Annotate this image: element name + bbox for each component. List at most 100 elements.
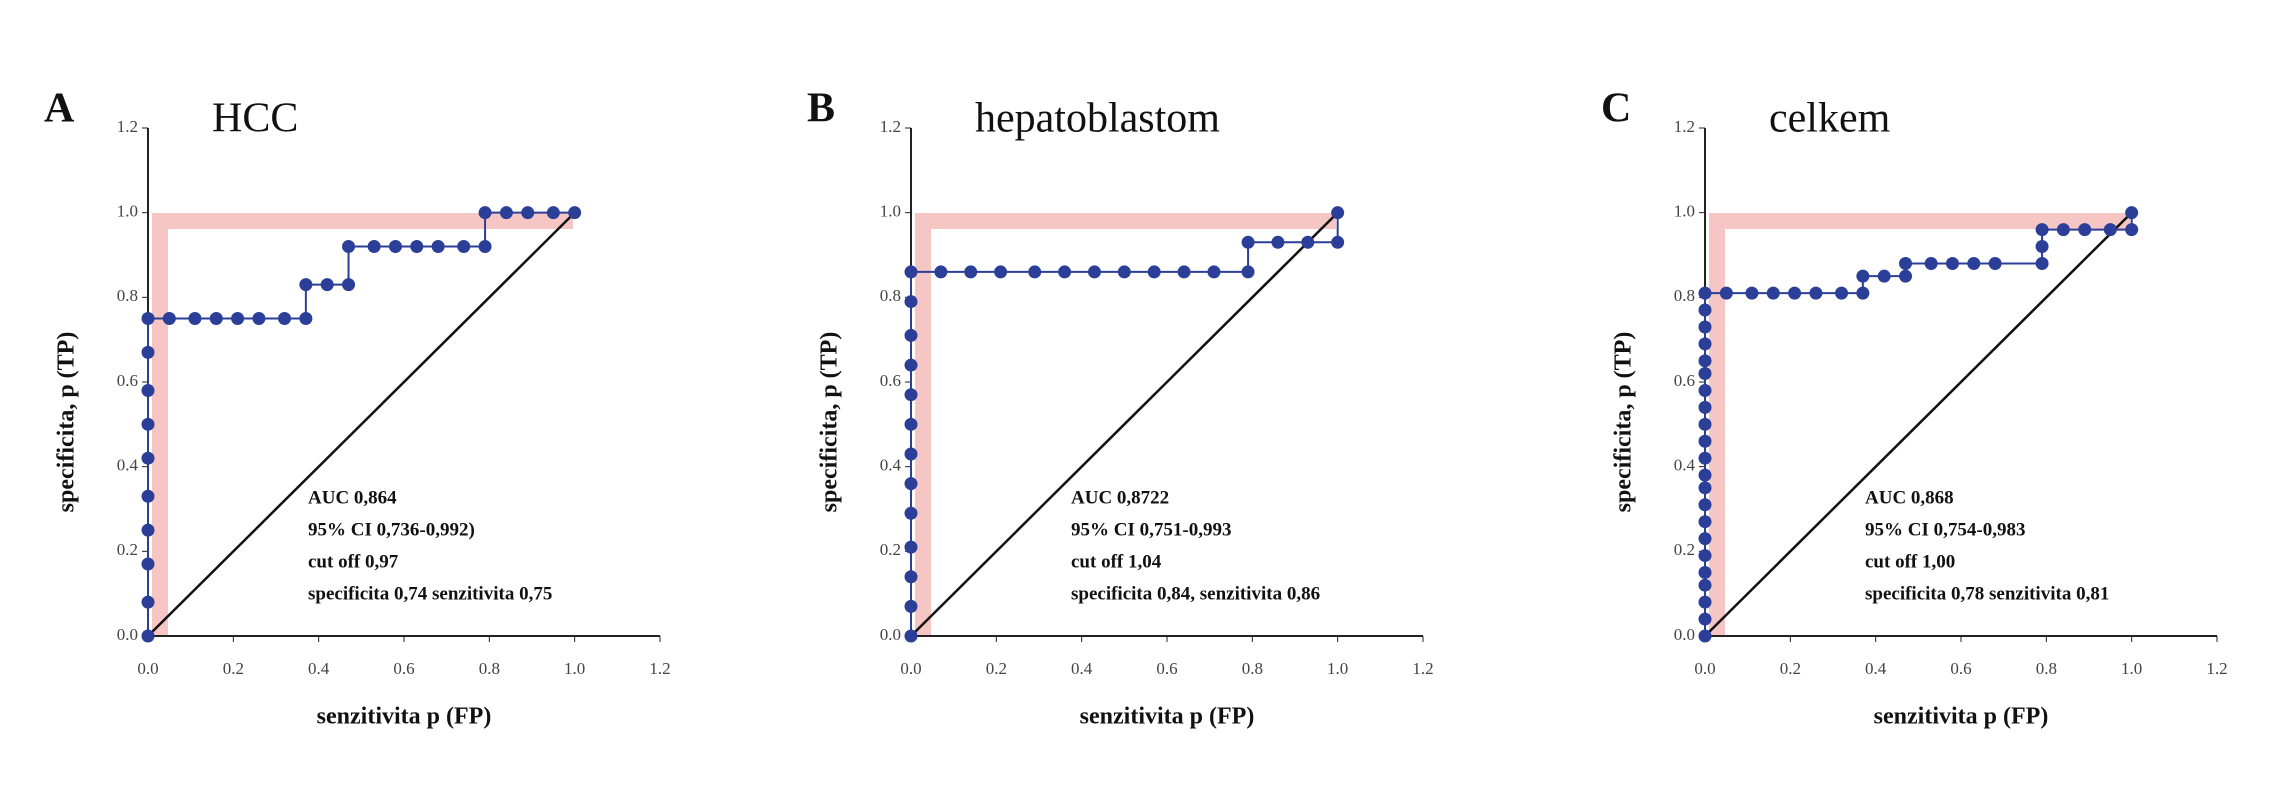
roc-point xyxy=(904,447,918,461)
y-tick-label: 0.6 xyxy=(117,371,138,390)
roc-point xyxy=(1719,286,1733,300)
x-tick-label: 0.2 xyxy=(1780,659,1801,678)
roc-point xyxy=(1301,235,1315,249)
y-tick-label: 1.2 xyxy=(880,117,901,136)
roc-point xyxy=(2035,223,2049,237)
roc-point xyxy=(1698,481,1712,495)
y-tick-label: 1.0 xyxy=(1674,202,1695,221)
x-axis-label: senzitivita p (FP) xyxy=(317,704,492,730)
roc-point xyxy=(320,278,334,292)
reference-diagonal xyxy=(910,211,1339,637)
x-tick-label: 0.6 xyxy=(393,659,414,678)
y-tick-label: 0.2 xyxy=(1674,540,1695,559)
y-tick-label: 0.0 xyxy=(117,625,138,644)
roc-point xyxy=(141,557,155,571)
y-tick-label: 0.0 xyxy=(880,625,901,644)
roc-point xyxy=(1698,629,1712,643)
annotation: specificita 0,84, senzitivita 0,86 xyxy=(1071,583,1320,604)
roc-point xyxy=(141,489,155,503)
roc-point xyxy=(964,265,978,279)
roc-point xyxy=(141,523,155,537)
reference-diagonal xyxy=(147,211,576,637)
roc-point xyxy=(1331,235,1345,249)
x-tick-label: 0.8 xyxy=(2036,659,2057,678)
y-tick-label: 1.2 xyxy=(117,117,138,136)
y-tick-label: 1.2 xyxy=(1674,117,1695,136)
roc-point xyxy=(1698,468,1712,482)
roc-point xyxy=(1877,269,1891,283)
annotation: cut off 1,04 xyxy=(1071,551,1162,572)
chart-title: hepatoblastom xyxy=(975,96,1220,142)
annotation: cut off 1,00 xyxy=(1865,551,1955,572)
roc-point xyxy=(2125,206,2139,220)
roc-point xyxy=(1698,515,1712,529)
y-tick-label: 0.0 xyxy=(1674,625,1695,644)
chart-title: HCC xyxy=(212,96,298,142)
roc-point xyxy=(1924,256,1938,270)
roc-point xyxy=(1698,566,1712,579)
roc-point xyxy=(1745,286,1759,300)
y-tick-label: 0.6 xyxy=(1674,371,1695,390)
roc-point xyxy=(162,312,176,325)
x-tick-label: 1.0 xyxy=(1327,659,1348,678)
y-axis-label: specificita, p (TP) xyxy=(817,332,843,513)
y-tick-label: 0.4 xyxy=(1674,456,1696,475)
annotation: AUC 0,8722 xyxy=(1071,487,1169,508)
roc-point xyxy=(1698,434,1712,448)
x-tick-label: 0.6 xyxy=(1950,659,1971,678)
x-tick-label: 1.2 xyxy=(1412,659,1433,678)
x-tick-label: 0.4 xyxy=(1865,659,1887,678)
roc-point xyxy=(478,240,492,254)
roc-point xyxy=(1698,367,1712,381)
roc-point xyxy=(1698,417,1712,431)
roc-point xyxy=(2056,223,2070,237)
roc-point xyxy=(141,595,155,609)
roc-point xyxy=(410,240,424,254)
y-tick-label: 0.8 xyxy=(1674,286,1695,305)
roc-point xyxy=(904,477,918,491)
x-tick-label: 0.2 xyxy=(223,659,244,678)
x-tick-label: 0.2 xyxy=(986,659,1007,678)
y-tick-label: 1.0 xyxy=(117,202,138,221)
roc-point xyxy=(1766,286,1780,300)
annotation: specificita 0,74 senzitivita 0,75 xyxy=(308,583,552,604)
roc-point xyxy=(478,206,492,220)
annotation: AUC 0,868 xyxy=(1865,487,1954,508)
y-tick-label: 0.8 xyxy=(117,286,138,305)
x-tick-label: 0.0 xyxy=(137,659,158,678)
roc-point xyxy=(141,345,155,359)
roc-point xyxy=(904,506,918,520)
roc-point xyxy=(209,312,223,325)
roc-point xyxy=(1087,265,1101,279)
roc-point xyxy=(1945,256,1959,270)
y-tick-label: 0.2 xyxy=(117,540,138,559)
annotation: cut off 0,97 xyxy=(308,551,399,572)
roc-point xyxy=(2103,223,2117,237)
roc-point xyxy=(1698,354,1712,368)
roc-point xyxy=(431,240,445,254)
roc-point xyxy=(141,629,155,643)
roc-point xyxy=(904,599,918,613)
roc-point xyxy=(1788,286,1802,300)
roc-point xyxy=(904,629,918,643)
y-tick-label: 0.4 xyxy=(117,456,139,475)
roc-point xyxy=(1809,286,1823,300)
x-tick-label: 1.0 xyxy=(564,659,585,678)
roc-point xyxy=(904,295,918,309)
roc-point xyxy=(1698,337,1712,351)
y-tick-label: 1.0 xyxy=(880,202,901,221)
x-tick-label: 1.2 xyxy=(649,659,670,678)
y-tick-label: 0.2 xyxy=(880,540,901,559)
panel-letter: C xyxy=(1601,86,1631,132)
roc-point xyxy=(1698,400,1712,414)
roc-point xyxy=(904,570,918,584)
y-tick-label: 0.8 xyxy=(880,286,901,305)
roc-point xyxy=(521,206,535,220)
roc-point xyxy=(188,312,202,325)
roc-point xyxy=(141,417,155,431)
roc-point xyxy=(1698,612,1712,626)
roc-point xyxy=(904,540,918,554)
x-axis-label: senzitivita p (FP) xyxy=(1874,704,2049,730)
roc-point xyxy=(1856,269,1870,283)
roc-point xyxy=(2125,223,2139,237)
